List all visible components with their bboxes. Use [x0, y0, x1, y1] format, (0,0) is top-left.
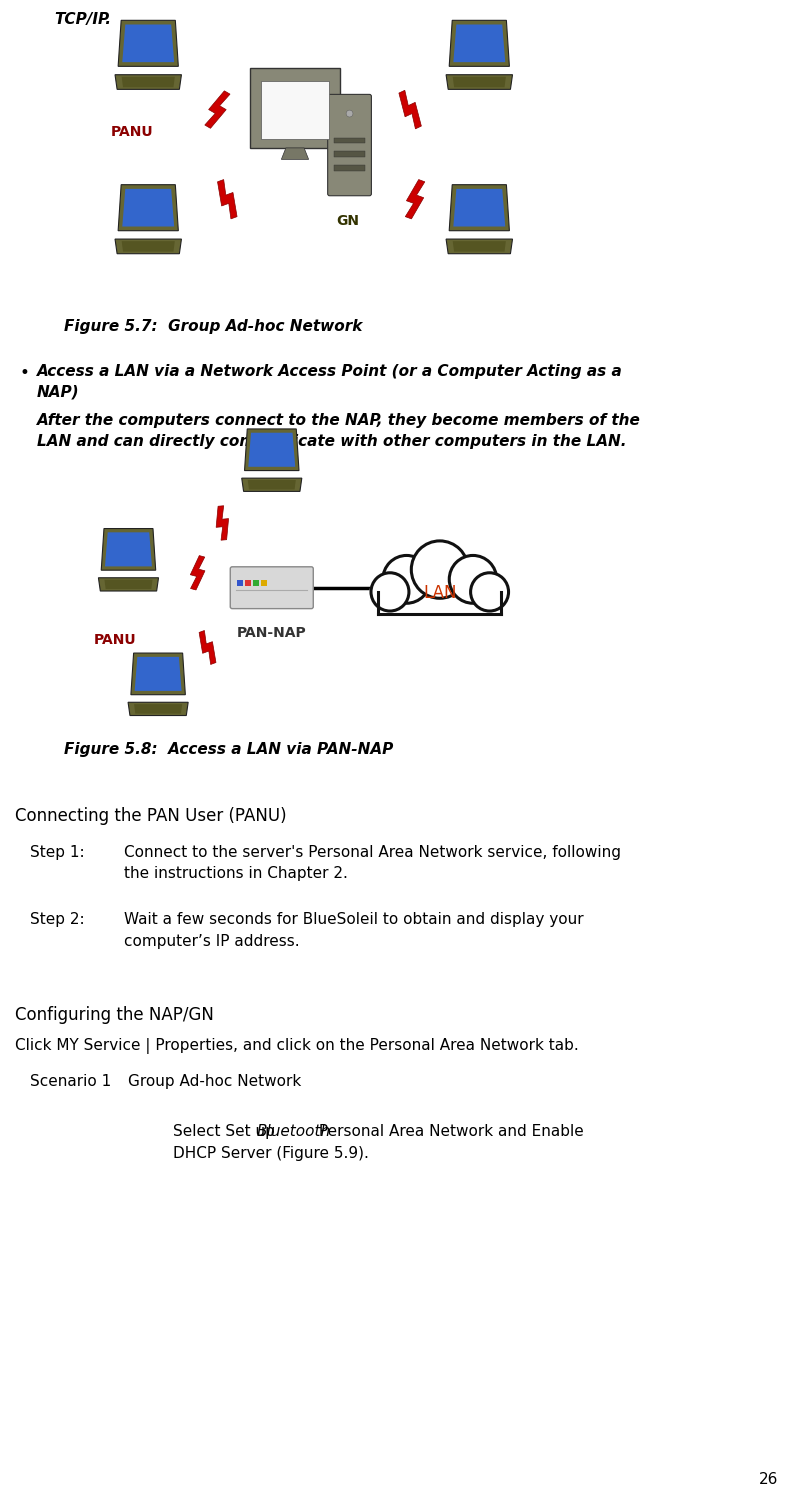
Polygon shape	[128, 702, 188, 715]
Text: Group Ad-hoc Network: Group Ad-hoc Network	[128, 1074, 301, 1089]
Bar	[334, 152, 365, 156]
Bar	[334, 137, 365, 143]
Polygon shape	[98, 578, 158, 592]
Circle shape	[449, 556, 496, 603]
FancyBboxPatch shape	[328, 94, 371, 195]
Polygon shape	[121, 77, 174, 88]
Circle shape	[369, 571, 410, 612]
Polygon shape	[216, 505, 228, 541]
Polygon shape	[101, 529, 156, 571]
Polygon shape	[247, 480, 296, 490]
Text: Wait a few seconds for BlueSoleil to obtain and display your
computer’s IP addre: Wait a few seconds for BlueSoleil to obt…	[124, 912, 582, 949]
Text: GN: GN	[336, 215, 359, 228]
Text: Connecting the PAN User (PANU): Connecting the PAN User (PANU)	[14, 808, 286, 825]
Polygon shape	[190, 556, 205, 590]
Bar	[253, 580, 259, 586]
Circle shape	[411, 541, 467, 599]
Polygon shape	[134, 705, 182, 714]
Polygon shape	[218, 180, 237, 219]
Text: Access a LAN via a Network Access Point (or a Computer Acting as a
NAP): Access a LAN via a Network Access Point …	[36, 364, 622, 399]
Text: Scenario 1: Scenario 1	[30, 1074, 111, 1089]
Polygon shape	[115, 238, 181, 253]
Polygon shape	[115, 74, 181, 89]
Polygon shape	[118, 185, 178, 231]
Text: Step 2:: Step 2:	[30, 912, 84, 927]
Polygon shape	[281, 148, 308, 159]
Polygon shape	[199, 630, 216, 665]
Polygon shape	[446, 74, 512, 89]
Polygon shape	[452, 241, 505, 252]
Text: Personal Area Network and Enable: Personal Area Network and Enable	[313, 1123, 583, 1138]
Polygon shape	[405, 180, 424, 219]
Bar	[237, 580, 243, 586]
Text: Bluetooth: Bluetooth	[256, 1123, 330, 1138]
Bar	[245, 580, 251, 586]
Polygon shape	[121, 241, 174, 252]
Polygon shape	[449, 185, 509, 231]
Text: After the computers connect to the NAP, they become members of the
LAN and can d: After the computers connect to the NAP, …	[36, 413, 640, 450]
Polygon shape	[449, 21, 509, 67]
Polygon shape	[205, 91, 230, 128]
Polygon shape	[134, 657, 181, 691]
Polygon shape	[446, 238, 512, 253]
Text: Configuring the NAP/GN: Configuring the NAP/GN	[14, 1006, 214, 1024]
Circle shape	[370, 572, 409, 611]
Text: 26: 26	[758, 1472, 778, 1487]
Circle shape	[346, 110, 353, 118]
Polygon shape	[453, 24, 504, 63]
Text: Connect to the server's Personal Area Network service, following
the instruction: Connect to the server's Personal Area Ne…	[124, 845, 620, 881]
Polygon shape	[105, 532, 152, 566]
Polygon shape	[249, 67, 340, 148]
Text: Figure 5.7:  Group Ad-hoc Network: Figure 5.7: Group Ad-hoc Network	[64, 319, 362, 334]
Text: Step 1:: Step 1:	[30, 845, 84, 860]
Polygon shape	[244, 429, 299, 471]
Bar	[260, 580, 267, 586]
Circle shape	[468, 571, 509, 612]
Polygon shape	[104, 580, 153, 589]
Polygon shape	[248, 432, 295, 466]
Text: •: •	[20, 364, 30, 381]
Text: Figure 5.8:  Access a LAN via PAN-NAP: Figure 5.8: Access a LAN via PAN-NAP	[64, 742, 393, 757]
Polygon shape	[242, 478, 301, 492]
Text: Click MY Service | Properties, and click on the Personal Area Network tab.: Click MY Service | Properties, and click…	[14, 1039, 578, 1053]
Circle shape	[381, 554, 431, 605]
FancyBboxPatch shape	[230, 566, 313, 608]
Polygon shape	[453, 189, 504, 226]
Polygon shape	[122, 189, 174, 226]
Bar	[260, 82, 328, 139]
Polygon shape	[131, 653, 185, 694]
Polygon shape	[118, 21, 178, 67]
Polygon shape	[398, 91, 421, 128]
Circle shape	[447, 554, 498, 605]
Circle shape	[382, 556, 430, 603]
Text: PANU: PANU	[94, 633, 137, 647]
Text: LAN: LAN	[422, 584, 456, 602]
Text: TCP/IP.: TCP/IP.	[55, 12, 111, 27]
Bar	[334, 165, 365, 171]
Text: Select Set up: Select Set up	[173, 1123, 279, 1138]
Polygon shape	[122, 24, 174, 63]
Polygon shape	[452, 77, 505, 88]
Circle shape	[470, 572, 508, 611]
FancyBboxPatch shape	[375, 578, 503, 617]
Circle shape	[410, 539, 469, 600]
Text: PANU: PANU	[111, 125, 153, 139]
Text: PAN-NAP: PAN-NAP	[237, 626, 306, 639]
Text: DHCP Server (Figure 5.9).: DHCP Server (Figure 5.9).	[173, 1146, 369, 1161]
